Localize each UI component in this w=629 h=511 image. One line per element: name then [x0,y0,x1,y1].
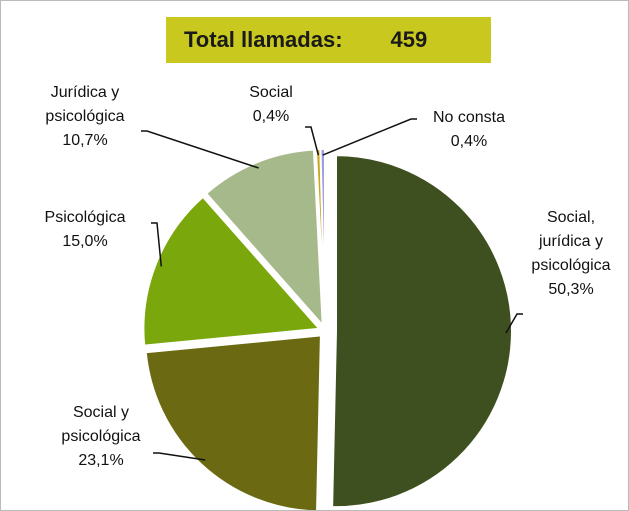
slice-label: Psicológica 15,0% [33,206,137,254]
leader-line [151,222,163,267]
value-label: 0,4% [252,108,290,125]
value-label: 15,0% [62,233,108,250]
slice-label: Social y psicológica 23,1% [49,401,153,473]
title-box: Total llamadas: 459 [166,17,491,63]
leader-line [305,126,320,156]
leader-line [505,313,523,334]
leader-line [322,118,417,156]
chart-title: Total llamadas: [184,27,343,52]
pie-slice [204,148,324,329]
category-label: Jurídica y psicológica [45,84,125,125]
category-label: Psicológica [44,209,126,226]
slice-label: Social 0,4% [219,81,323,129]
value-label: 0,4% [450,133,488,150]
value-label: 10,7% [62,132,108,149]
value-label: 50,3% [548,281,594,298]
pie-slice [142,195,322,347]
leader-line [153,452,206,461]
category-label: No consta [432,109,506,126]
value-label: 23,1% [78,452,124,469]
slice-label: No consta 0,4% [417,106,521,154]
pie-slice [144,334,322,510]
total-value: 459 [390,27,428,52]
pie-slice [319,147,326,326]
category-label: Social [249,84,293,101]
pie-slice [331,154,513,509]
slice-label: Social, jurídica y psicológica 50,3% [519,206,623,302]
leader-line [141,130,259,169]
slice-label: Jurídica y psicológica 10,7% [33,81,137,153]
category-label: Social y psicológica [61,404,141,445]
category-label: Social, jurídica y psicológica [531,209,611,274]
